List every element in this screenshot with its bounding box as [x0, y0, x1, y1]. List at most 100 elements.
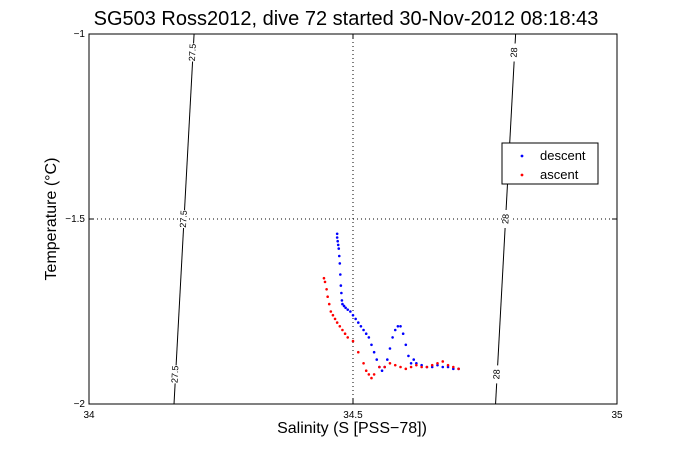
- descent-point: [340, 299, 344, 302]
- contour-label-bg: [189, 43, 198, 62]
- legend-marker-ascent: [520, 173, 524, 177]
- ascent-point: [420, 365, 423, 369]
- descent-point: [344, 306, 347, 310]
- x-axis-label: Salinity (S [PSS−78]): [277, 420, 427, 437]
- descent-point: [359, 325, 363, 328]
- ascent-point: [388, 362, 392, 365]
- ascent-point: [399, 365, 402, 369]
- descent-point: [391, 336, 394, 339]
- descent-point: [339, 284, 343, 287]
- ascent-point: [452, 365, 455, 369]
- ascent-point: [362, 362, 365, 365]
- y-axis-label: Temperature (°C): [43, 158, 60, 281]
- ascent-point: [372, 373, 376, 376]
- descent-point: [342, 304, 346, 308]
- descent-point: [370, 343, 373, 347]
- y-tick-label: −1.5: [65, 214, 85, 225]
- legend-box: [501, 142, 599, 185]
- ascent-point: [326, 295, 329, 299]
- descent-point: [339, 273, 342, 276]
- ascent-point: [393, 363, 397, 367]
- descent-point: [349, 310, 352, 313]
- descent-point: [356, 321, 360, 324]
- ascent-point: [323, 280, 327, 284]
- descent-point: [364, 332, 368, 336]
- ascent-point: [346, 336, 350, 339]
- descent-point: [337, 247, 341, 250]
- density-contours: 27.5 27.5 27.5 28 28 28: [170, 33, 520, 405]
- descent-point: [436, 363, 439, 367]
- contour-label: 28: [509, 47, 520, 58]
- legend-marker-descent: [520, 154, 524, 158]
- ascent-point: [383, 365, 386, 369]
- legend-label-descent: descent: [540, 148, 586, 163]
- descent-point: [380, 369, 384, 373]
- descent-point: [346, 308, 350, 311]
- contour-label-bg: [180, 210, 189, 228]
- ascent-point: [409, 365, 413, 369]
- ascent-point: [378, 365, 381, 369]
- descent-point: [415, 362, 418, 365]
- ascent-point: [335, 321, 339, 324]
- ascent-point: [367, 373, 371, 376]
- descent-point: [372, 350, 376, 354]
- contour-label: 28: [500, 214, 511, 225]
- descent-point: [338, 262, 342, 265]
- descent-point: [420, 363, 423, 367]
- ascent-point: [343, 332, 347, 336]
- descent-point: [407, 354, 410, 358]
- descent-point: [393, 328, 397, 332]
- y-tick-label: −1: [74, 29, 86, 40]
- ascent-point: [329, 310, 333, 313]
- ascent-point: [425, 365, 429, 369]
- contour-label: 27.5: [170, 365, 181, 383]
- descent-point: [409, 362, 413, 365]
- ascent-point: [364, 369, 368, 373]
- contour-label-bg: [510, 43, 519, 62]
- x-tick-label: 34: [83, 410, 95, 421]
- descent-point: [404, 343, 408, 347]
- descent-point: [337, 254, 341, 258]
- ascent-point: [356, 350, 360, 354]
- descent-point: [354, 317, 357, 321]
- ascent-point: [327, 302, 331, 306]
- descent-point: [452, 367, 455, 371]
- ascent-point: [457, 367, 460, 371]
- ascent-point: [446, 363, 450, 367]
- descent-point: [388, 347, 392, 350]
- contour-label: 27.5: [178, 210, 189, 228]
- x-axis-ticks: 34 34.5 35: [83, 34, 623, 421]
- descent-point: [336, 239, 339, 243]
- ascent-point: [341, 328, 344, 332]
- descent-point: [441, 365, 445, 369]
- descent-point: [430, 365, 434, 369]
- y-tick-label: −2: [74, 399, 86, 410]
- descent-point: [399, 325, 402, 328]
- descent-point: [351, 313, 355, 317]
- contour-label-bg: [171, 365, 180, 384]
- descent-point: [335, 236, 339, 239]
- ascent-point: [436, 362, 439, 365]
- x-tick-label: 34.5: [343, 410, 363, 421]
- descent-point: [362, 328, 365, 332]
- x-tick-label: 35: [611, 410, 623, 421]
- ascent-point: [325, 288, 328, 291]
- descent-point: [367, 336, 371, 339]
- descent-point: [386, 358, 389, 361]
- ascent-point: [441, 360, 445, 363]
- ascent-point: [415, 363, 418, 367]
- ascent-point: [370, 376, 373, 380]
- ascent-point: [322, 276, 326, 280]
- descent-series: [335, 232, 460, 373]
- contour-label: 27.5: [187, 43, 198, 61]
- descent-point: [335, 232, 339, 236]
- legend: descent ascent: [501, 142, 599, 185]
- ascent-point: [338, 325, 342, 328]
- ascent-point: [430, 363, 434, 367]
- descent-point: [336, 243, 340, 247]
- descent-point: [412, 358, 416, 361]
- descent-point: [341, 302, 344, 306]
- contour-label-bg: [493, 365, 502, 384]
- ascent-point: [404, 367, 408, 371]
